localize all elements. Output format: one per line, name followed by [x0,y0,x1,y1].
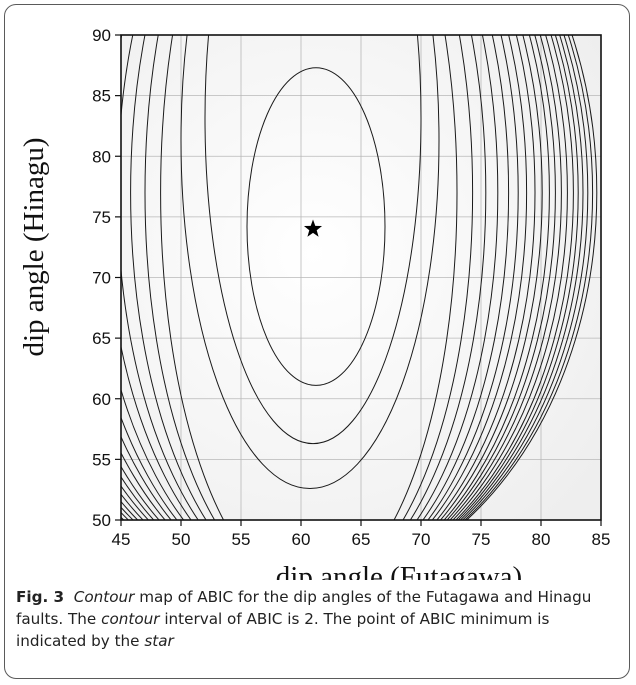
caption-italic-contour-2: contour [101,610,160,628]
y-axis-title: dip angle (Hinagu) [18,137,50,356]
y-tick-label: 50 [92,511,111,530]
contour-line [204,35,422,445]
y-tick-label: 90 [92,26,111,45]
x-tick-label: 45 [112,530,131,549]
y-tick-label: 75 [92,208,111,227]
y-tick-label: 85 [92,87,111,106]
contour-line [121,35,550,520]
figure-frame [4,4,630,679]
contour-line [121,35,584,520]
contour-line [121,35,536,520]
contour-line [464,35,594,520]
caption-italic-contour: Contour [73,588,135,606]
contour-line [465,35,598,520]
y-tick-label: 65 [92,329,111,348]
x-tick-label: 80 [532,530,551,549]
x-axis-title: dip angle (Futagawa) [276,561,522,580]
x-tick-label: 55 [232,530,251,549]
caption-text-1: map of ABIC for the dip angles of the Fu… [16,588,592,628]
x-tick-label: 70 [412,530,431,549]
x-tick-label: 65 [352,530,371,549]
x-tick-labels: 45 50 55 60 65 70 75 80 85 [112,520,611,549]
y-tick-label: 70 [92,269,111,288]
contour-line [121,35,528,520]
contour-line [121,35,568,520]
contour-line [246,67,386,386]
y-tick-label: 55 [92,450,111,469]
contour-line [180,35,440,489]
contour-line [121,35,556,520]
contour-line [121,35,589,520]
y-tick-label: 80 [92,147,111,166]
y-tick-label: 60 [92,390,111,409]
x-tick-label: 75 [472,530,491,549]
contour-line [121,35,574,520]
minimum-star-marker [303,219,323,237]
contour-line [160,35,458,520]
contour-line [144,35,474,520]
contour-line [121,35,562,520]
x-tick-label: 60 [292,530,311,549]
caption-fig-label: Fig. 3 [16,588,65,606]
x-tick-label: 85 [592,530,611,549]
x-tick-label: 50 [172,530,191,549]
caption-italic-star: star [144,632,174,650]
y-tick-labels: 50 55 60 65 70 75 80 85 90 [92,26,121,530]
contour-line [121,35,510,520]
caption-text-2: interval of ABIC is 2. The point of ABIC… [16,610,550,650]
contour-line [130,35,487,520]
contour-line [121,35,519,520]
contour-line [121,35,543,520]
contour-line [121,35,499,520]
contour-lines [121,35,598,520]
contour-line [121,35,579,520]
figure-caption: Fig. 3 Contour map of ABIC for the dip a… [16,586,616,652]
